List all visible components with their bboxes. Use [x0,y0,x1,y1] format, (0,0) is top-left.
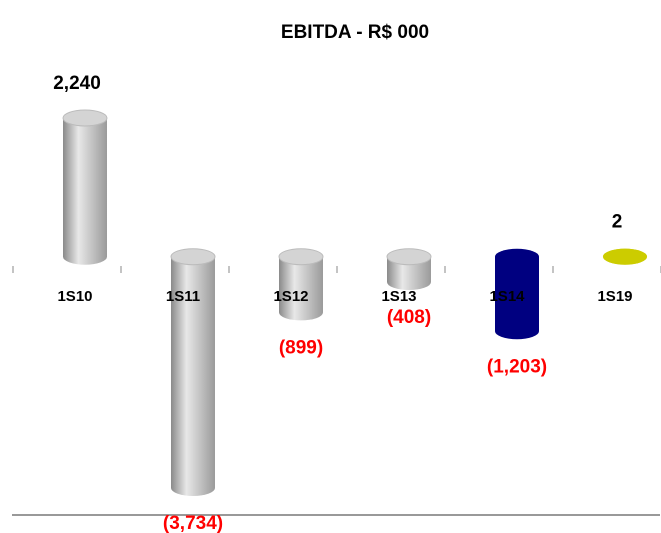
bar-bottom-cap [279,304,323,321]
x-tick-label: 1S13 [381,288,416,305]
bar-top-cap [603,248,647,265]
bar [63,118,107,257]
bar-bottom-cap [495,323,539,340]
bar-bottom-cap [171,480,215,496]
value-label: 2 [612,212,623,233]
bar-top-cap [170,248,216,266]
bar-bottom-cap [387,274,431,291]
value-label: (3,734) [163,513,223,533]
bar-top-cap [495,248,539,265]
bar [495,256,539,332]
x-tick-label: 1S14 [489,288,525,305]
value-label: (899) [279,337,323,358]
bar-top-cap [386,248,432,266]
x-tick-label: 1S11 [166,288,200,305]
chart-title: EBITDA - R$ 000 [281,22,429,43]
value-label: (1,203) [487,356,547,377]
bar-bottom-cap [63,248,107,265]
value-label: 2,240 [53,73,101,94]
x-tick-label: 1S12 [273,288,308,305]
x-tick-label: 1S19 [597,288,632,305]
bar [279,256,323,313]
x-tick-label: 1S10 [57,288,92,305]
bar-top-cap [62,109,108,127]
value-label: (408) [387,307,431,328]
bar [171,256,215,488]
bar-top-cap [278,248,324,266]
